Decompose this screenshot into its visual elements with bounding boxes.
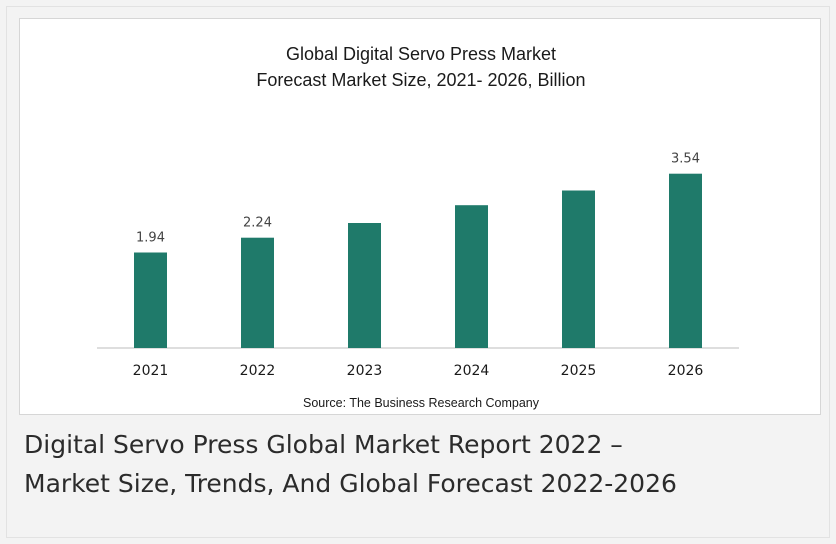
chart-title: Global Digital Servo Press Market (285, 44, 557, 64)
bar-2023 (348, 223, 381, 348)
x-tick-label-2025: 2025 (561, 363, 597, 379)
x-tick-label-2022: 2022 (240, 363, 276, 379)
bar-2021 (134, 252, 167, 348)
x-tick-label-2024: 2024 (454, 363, 490, 379)
bar-2026 (669, 173, 702, 348)
source-note: Source: The Business Research Company (303, 396, 540, 410)
bar-2024 (455, 205, 488, 348)
bar-2022 (241, 237, 274, 348)
data-label-2022: 2.24 (243, 216, 272, 231)
chart-title-block: Global Digital Servo Press Market Foreca… (20, 41, 822, 93)
data-label-2026: 3.54 (671, 152, 700, 167)
x-tick-label-2026: 2026 (668, 363, 704, 379)
chart-subtitle: Forecast Market Size, 2021- 2026, Billio… (256, 70, 586, 90)
bar-chart: 2021 1.94 2022 2.24 2023 2024 2025 2026 3.54 Sou… (97, 152, 739, 410)
bar-2025 (562, 190, 595, 348)
bar-group: 2021 1.94 2022 2.24 2023 2024 2025 2026 3.54 (133, 152, 704, 379)
data-label-2021: 1.94 (136, 231, 165, 246)
report-caption[interactable]: Digital Servo Press Global Market Report… (24, 425, 814, 503)
caption-line-2: Market Size, Trends, And Global Forecast… (24, 469, 677, 498)
chart-panel: Global Digital Servo Press Market Foreca… (19, 18, 821, 415)
x-tick-label-2021: 2021 (133, 363, 169, 379)
caption-line-1: Digital Servo Press Global Market Report… (24, 430, 623, 459)
x-tick-label-2023: 2023 (347, 363, 383, 379)
